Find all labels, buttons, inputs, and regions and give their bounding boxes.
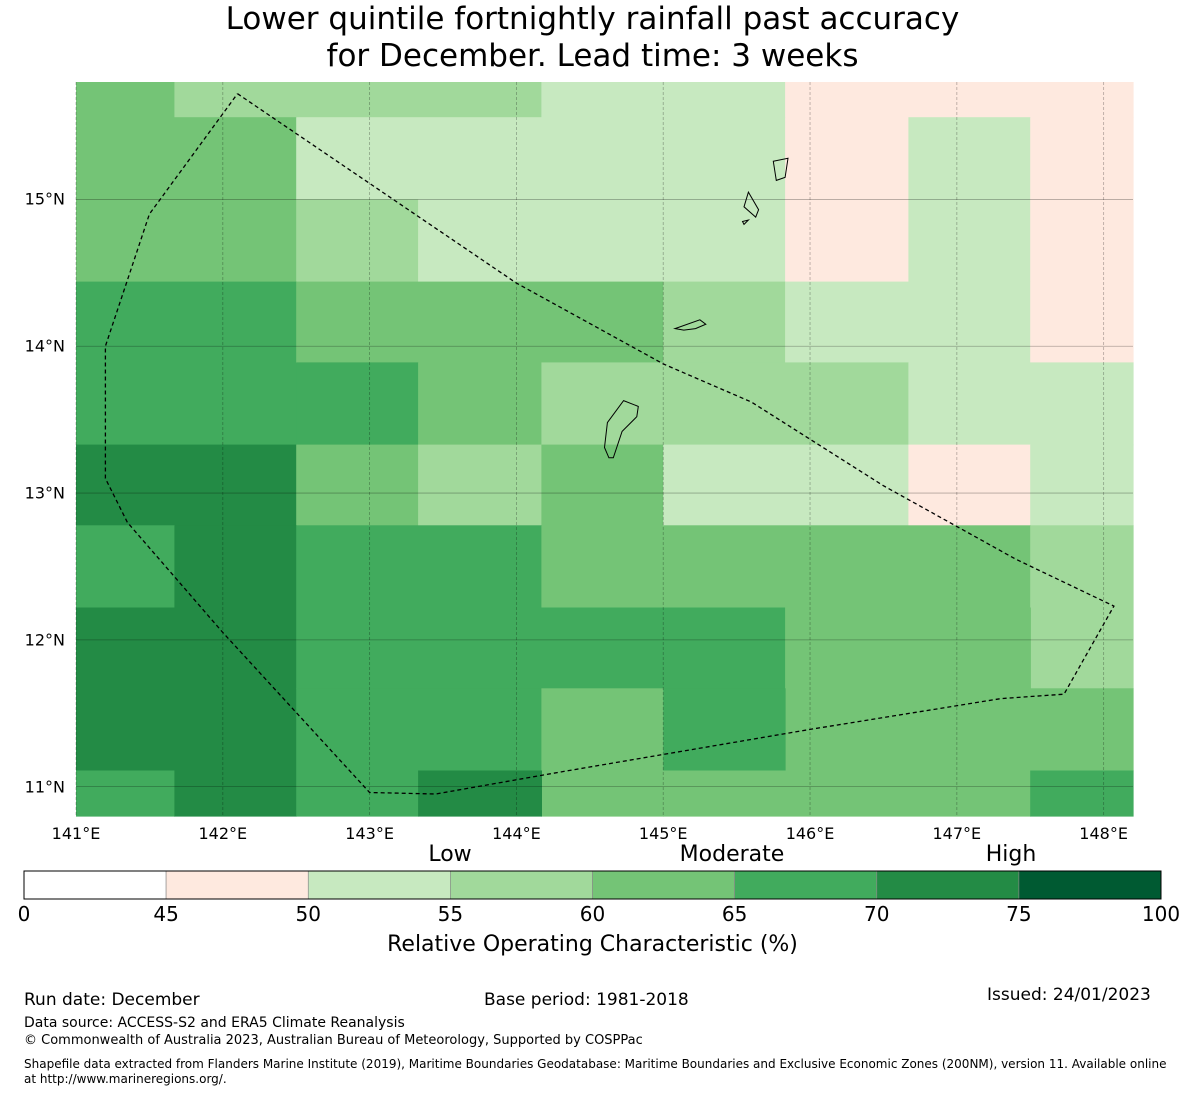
cb-tick-65: 65 bbox=[721, 902, 748, 926]
colorbar-segment-75-100 bbox=[1018, 870, 1162, 900]
grid-cell-19 bbox=[908, 362, 1134, 446]
grid-cell-32 bbox=[76, 607, 297, 771]
cb-tick-60: 60 bbox=[579, 902, 606, 926]
colorbar-segment-50-55 bbox=[307, 870, 451, 900]
island-outline-2 bbox=[743, 190, 760, 218]
island-outline-0 bbox=[603, 399, 639, 459]
x-tick-148: 148°E bbox=[1079, 824, 1128, 843]
colorbar-segment-55-60 bbox=[450, 870, 593, 900]
grid-cell-38 bbox=[1030, 688, 1134, 772]
run-date: Run date: December bbox=[24, 990, 200, 1010]
category-low: Low bbox=[428, 842, 472, 867]
grid-cell-37 bbox=[663, 688, 786, 772]
base-period: Base period: 1981-2018 bbox=[484, 990, 689, 1010]
grid-cell-21 bbox=[296, 444, 419, 526]
grid-cell-26 bbox=[1030, 444, 1134, 526]
y-tick-11: 11°N bbox=[24, 777, 65, 797]
cb-tick-75: 75 bbox=[1006, 902, 1032, 926]
cb-tick-70: 70 bbox=[864, 902, 890, 926]
grid-cell-13 bbox=[663, 281, 786, 363]
grid-cell-28 bbox=[174, 525, 297, 609]
grid-cell-33 bbox=[296, 607, 786, 689]
grid-cell-39 bbox=[76, 770, 175, 817]
island-outlines bbox=[603, 157, 789, 459]
grid-cell-24 bbox=[663, 444, 909, 526]
x-tick-145: 145°E bbox=[638, 824, 688, 843]
colorbar bbox=[23, 870, 1162, 900]
grid-cell-22 bbox=[418, 444, 542, 526]
grid-cell-36 bbox=[541, 688, 664, 817]
grid-cell-3 bbox=[785, 82, 1134, 118]
colorbar-frame bbox=[23, 870, 1162, 900]
colorbar-segment-0-45 bbox=[23, 870, 167, 900]
grid-cell-35 bbox=[296, 688, 542, 772]
x-tick-147: 147°E bbox=[932, 824, 982, 843]
grid-cell-14 bbox=[785, 281, 1031, 363]
grid-cell-11 bbox=[76, 281, 297, 446]
cb-tick-45: 45 bbox=[153, 902, 179, 926]
grid-cell-23 bbox=[541, 444, 664, 526]
grid-cell-6 bbox=[296, 199, 419, 283]
grid-cell-12 bbox=[296, 281, 664, 363]
grid-cell-16 bbox=[296, 362, 419, 446]
grid-cell-1 bbox=[174, 82, 542, 118]
colorbar-segment-45-50 bbox=[165, 870, 309, 900]
cb-tick-55: 55 bbox=[437, 902, 464, 926]
colorbar-segment-60-65 bbox=[592, 870, 735, 900]
x-tick-146: 146°E bbox=[785, 824, 835, 843]
grid-cell-15 bbox=[1030, 281, 1134, 363]
grid-cell-18 bbox=[541, 362, 909, 446]
y-tick-15: 15°N bbox=[24, 189, 65, 209]
grid-cell-40 bbox=[174, 770, 297, 817]
colorbar-segments bbox=[23, 870, 1162, 900]
category-moderate: Moderate bbox=[679, 842, 785, 867]
island-outline-3 bbox=[772, 157, 789, 182]
eez-boundary-line bbox=[104, 93, 1115, 795]
chart-title-line2: for December. Lead time: 3 weeks bbox=[326, 38, 859, 74]
cb-tick-0: 0 bbox=[17, 902, 31, 926]
x-tick-141: 141°E bbox=[51, 824, 101, 843]
accuracy-grid-cells bbox=[76, 82, 1134, 817]
issued-date: Issued: 24/01/2023 bbox=[987, 985, 1151, 1005]
cb-tick-100: 100 bbox=[1141, 902, 1181, 926]
colorbar-segment-65-70 bbox=[734, 870, 877, 900]
grid-cell-20 bbox=[76, 444, 297, 526]
island-outline-1 bbox=[673, 319, 707, 331]
island-outline-4 bbox=[741, 219, 751, 226]
category-high: High bbox=[985, 842, 1037, 867]
cb-tick-50: 50 bbox=[295, 902, 321, 926]
y-tick-14: 14°N bbox=[24, 336, 65, 356]
grid-cell-34 bbox=[785, 607, 1031, 771]
grid-cell-27 bbox=[76, 525, 175, 609]
grid-cell-25 bbox=[908, 444, 1031, 526]
grid-cell-44 bbox=[1030, 770, 1134, 817]
x-tick-143: 143°E bbox=[345, 824, 394, 843]
graticule-lines bbox=[75, 82, 1133, 816]
grid-cell-7 bbox=[418, 199, 786, 283]
copyright-notice: © Commonwealth of Australia 2023, Austra… bbox=[24, 1033, 643, 1048]
grid-cell-30 bbox=[541, 525, 1031, 609]
grid-cell-5 bbox=[296, 117, 786, 200]
x-tick-142: 142°E bbox=[198, 824, 248, 843]
grid-cell-10 bbox=[1030, 117, 1134, 283]
rainfall-accuracy-map bbox=[75, 82, 1134, 817]
y-tick-13: 13°N bbox=[24, 483, 65, 503]
x-tick-144: 144°E bbox=[492, 824, 541, 843]
grid-cell-29 bbox=[296, 525, 542, 609]
colorbar-title: Relative Operating Characteristic (%) bbox=[387, 932, 798, 957]
grid-cell-43 bbox=[663, 770, 1031, 817]
grid-cell-8 bbox=[785, 117, 909, 283]
chart-title-line1: Lower quintile fortnightly rainfall past… bbox=[225, 1, 960, 37]
grid-cell-17 bbox=[418, 362, 542, 446]
grid-cell-9 bbox=[908, 117, 1031, 283]
colorbar-segment-70-75 bbox=[876, 870, 1020, 900]
data-source: Data source: ACCESS-S2 and ERA5 Climate … bbox=[24, 1015, 405, 1031]
grid-cell-0 bbox=[76, 82, 175, 118]
grid-cell-4 bbox=[76, 117, 297, 283]
shapefile-credit: Shapefile data extracted from Flanders M… bbox=[24, 1057, 1167, 1086]
grid-cell-2 bbox=[541, 82, 786, 118]
y-tick-12: 12°N bbox=[24, 630, 65, 650]
